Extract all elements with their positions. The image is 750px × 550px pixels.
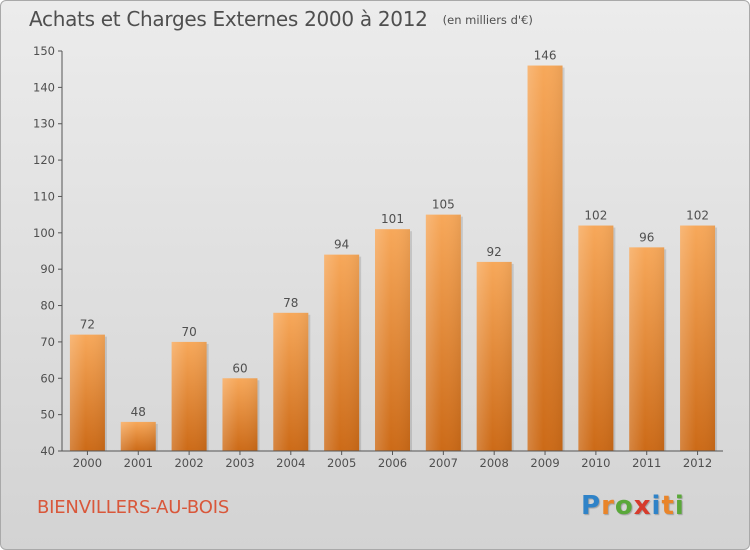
bar-group-2000	[69, 334, 107, 451]
x-tick-label: 2002	[174, 456, 203, 470]
bar-group-2004	[273, 312, 311, 451]
bar-group-2008	[476, 261, 514, 451]
logo-letter: x	[633, 491, 652, 521]
y-tick-label: 90	[40, 262, 55, 276]
bar-highlight	[69, 334, 105, 451]
data-label: 96	[639, 230, 654, 244]
chart-title-block: Achats et Charges Externes 2000 à 2012 (…	[29, 7, 533, 31]
y-tick-label: 140	[33, 80, 55, 94]
x-tick-label: 2003	[225, 456, 254, 470]
bar-group-2002	[171, 341, 209, 451]
y-tick-label: 110	[33, 189, 55, 203]
bars-layer	[69, 65, 718, 451]
x-tick-label: 2011	[632, 456, 661, 470]
bar-highlight	[171, 341, 207, 451]
bar-group-2001	[120, 421, 158, 451]
bar-highlight	[680, 225, 716, 451]
y-tick-label: 150	[33, 44, 55, 58]
data-label: 102	[686, 209, 709, 223]
axes-layer	[58, 50, 723, 455]
bar-highlight	[425, 214, 461, 451]
bar-highlight	[120, 421, 156, 451]
data-label: 72	[80, 318, 95, 332]
x-tick-label: 2009	[530, 456, 559, 470]
bar-highlight	[527, 65, 563, 451]
bar-highlight	[222, 378, 258, 451]
labels-layer: 72 2000 48 2001 70 2002 60 2003 78 2004 94 2005 101 2…	[33, 44, 712, 470]
bar-group-2006	[375, 229, 412, 451]
y-tick-label: 70	[40, 335, 55, 349]
bar-group-2005	[324, 254, 362, 451]
data-label: 48	[131, 405, 146, 419]
y-tick-label: 80	[40, 299, 55, 313]
bar-highlight	[324, 254, 360, 451]
bar-group-2003	[222, 378, 260, 451]
data-label: 78	[283, 296, 298, 310]
x-tick-label: 2007	[429, 456, 458, 470]
y-tick-label: 130	[33, 117, 55, 131]
bar-group-2010	[578, 225, 616, 451]
bar-highlight	[578, 225, 614, 451]
logo-letter: i	[674, 491, 685, 521]
x-tick-label: 2000	[73, 456, 102, 470]
y-tick-label: 60	[40, 371, 55, 385]
bar-highlight	[629, 247, 665, 451]
data-label: 146	[534, 49, 557, 63]
x-tick-label: 2005	[327, 456, 356, 470]
data-label: 70	[181, 325, 196, 339]
x-tick-label: 2001	[124, 456, 153, 470]
logo-letter: P	[581, 491, 602, 521]
bar-group-2011	[629, 247, 667, 451]
bar-highlight	[375, 229, 410, 451]
proxiti-logo: Proxiti	[581, 491, 685, 521]
y-tick-label: 120	[33, 153, 55, 167]
bar-highlight	[476, 261, 512, 451]
x-tick-label: 2010	[581, 456, 610, 470]
commune-name: BIENVILLERS-AU-BOIS	[37, 497, 230, 518]
x-tick-label: 2006	[378, 456, 407, 470]
data-label: 92	[487, 245, 502, 259]
bar-group-2009	[527, 65, 565, 451]
logo-letter: i	[651, 491, 662, 521]
data-label: 101	[381, 212, 404, 226]
logo-letter: o	[614, 491, 634, 521]
data-label: 105	[432, 198, 455, 212]
chart-title: Achats et Charges Externes 2000 à 2012	[29, 7, 428, 31]
data-label: 102	[584, 209, 607, 223]
bar-highlight	[273, 312, 309, 451]
y-tick-label: 50	[40, 408, 55, 422]
bar-group-2012	[680, 225, 718, 451]
data-label: 94	[334, 238, 349, 252]
y-tick-label: 40	[40, 444, 55, 458]
chart-unit: (en milliers d'€)	[442, 13, 533, 27]
logo-letter: r	[601, 491, 615, 521]
x-tick-label: 2008	[480, 456, 509, 470]
data-label: 60	[232, 361, 247, 375]
x-tick-label: 2004	[276, 456, 305, 470]
y-tick-label: 100	[33, 226, 55, 240]
logo-letter: t	[661, 491, 675, 521]
bar-group-2007	[425, 214, 463, 451]
x-tick-label: 2012	[683, 456, 712, 470]
